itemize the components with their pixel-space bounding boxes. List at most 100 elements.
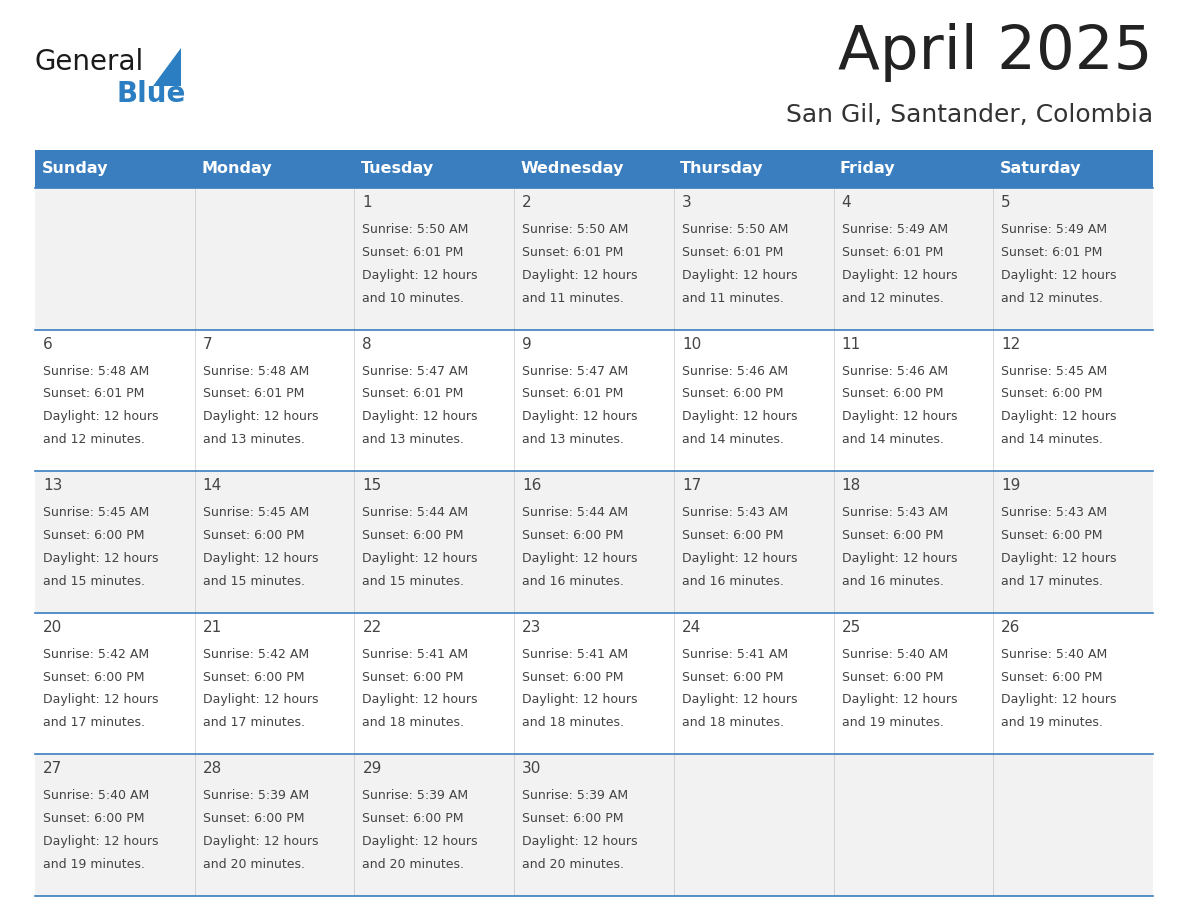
- Text: Daylight: 12 hours: Daylight: 12 hours: [362, 552, 478, 565]
- Text: Sunrise: 5:47 AM: Sunrise: 5:47 AM: [362, 364, 468, 377]
- Text: Sunset: 6:00 PM: Sunset: 6:00 PM: [362, 529, 465, 542]
- Text: Daylight: 12 hours: Daylight: 12 hours: [43, 552, 158, 565]
- Text: 6: 6: [43, 337, 52, 352]
- Text: Sunrise: 5:48 AM: Sunrise: 5:48 AM: [43, 364, 150, 377]
- Text: and 15 minutes.: and 15 minutes.: [203, 575, 304, 588]
- Text: and 14 minutes.: and 14 minutes.: [682, 433, 784, 446]
- Text: 26: 26: [1001, 620, 1020, 635]
- Text: and 13 minutes.: and 13 minutes.: [523, 433, 624, 446]
- Text: Sunrise: 5:39 AM: Sunrise: 5:39 AM: [523, 789, 628, 802]
- Text: Sunset: 6:00 PM: Sunset: 6:00 PM: [523, 812, 624, 825]
- Text: Sunset: 6:00 PM: Sunset: 6:00 PM: [1001, 387, 1102, 400]
- Text: Sunrise: 5:43 AM: Sunrise: 5:43 AM: [682, 506, 788, 520]
- Text: 22: 22: [362, 620, 381, 635]
- Text: Sunset: 6:00 PM: Sunset: 6:00 PM: [523, 529, 624, 542]
- Text: 16: 16: [523, 478, 542, 493]
- Text: Daylight: 12 hours: Daylight: 12 hours: [841, 410, 958, 423]
- Text: Sunset: 6:00 PM: Sunset: 6:00 PM: [203, 529, 304, 542]
- Text: Sunset: 6:00 PM: Sunset: 6:00 PM: [682, 387, 783, 400]
- Text: 13: 13: [43, 478, 62, 493]
- Text: 10: 10: [682, 337, 701, 352]
- Text: Sunrise: 5:44 AM: Sunrise: 5:44 AM: [362, 506, 468, 520]
- Text: Sunset: 6:01 PM: Sunset: 6:01 PM: [841, 246, 943, 259]
- Text: April 2025: April 2025: [839, 23, 1154, 82]
- Text: and 13 minutes.: and 13 minutes.: [362, 433, 465, 446]
- Text: 29: 29: [362, 761, 381, 777]
- Text: and 20 minutes.: and 20 minutes.: [203, 858, 304, 871]
- Text: 9: 9: [523, 337, 532, 352]
- Text: 20: 20: [43, 620, 62, 635]
- Text: Daylight: 12 hours: Daylight: 12 hours: [682, 269, 797, 282]
- Text: Sunset: 6:01 PM: Sunset: 6:01 PM: [682, 246, 783, 259]
- Text: Sunrise: 5:46 AM: Sunrise: 5:46 AM: [841, 364, 948, 377]
- Text: 24: 24: [682, 620, 701, 635]
- Text: Tuesday: Tuesday: [361, 162, 434, 176]
- Text: Sunrise: 5:46 AM: Sunrise: 5:46 AM: [682, 364, 788, 377]
- Text: 3: 3: [682, 195, 691, 210]
- Text: Daylight: 12 hours: Daylight: 12 hours: [362, 835, 478, 848]
- Bar: [34, 613, 1154, 755]
- Text: Daylight: 12 hours: Daylight: 12 hours: [841, 269, 958, 282]
- Text: 12: 12: [1001, 337, 1020, 352]
- Text: 11: 11: [841, 337, 861, 352]
- Text: 28: 28: [203, 761, 222, 777]
- Text: and 17 minutes.: and 17 minutes.: [203, 716, 304, 729]
- Text: Daylight: 12 hours: Daylight: 12 hours: [682, 552, 797, 565]
- Text: Sunset: 6:01 PM: Sunset: 6:01 PM: [523, 387, 624, 400]
- Text: and 16 minutes.: and 16 minutes.: [682, 575, 784, 588]
- Polygon shape: [153, 48, 181, 86]
- Text: 30: 30: [523, 761, 542, 777]
- Text: Sunrise: 5:50 AM: Sunrise: 5:50 AM: [523, 223, 628, 236]
- Text: Blue: Blue: [116, 80, 187, 108]
- Text: Sunrise: 5:39 AM: Sunrise: 5:39 AM: [362, 789, 468, 802]
- Text: and 16 minutes.: and 16 minutes.: [841, 575, 943, 588]
- Text: Sunrise: 5:40 AM: Sunrise: 5:40 AM: [43, 789, 150, 802]
- Text: Sunset: 6:01 PM: Sunset: 6:01 PM: [1001, 246, 1102, 259]
- Text: and 19 minutes.: and 19 minutes.: [1001, 716, 1104, 729]
- Bar: [34, 330, 1154, 471]
- Text: Sunrise: 5:47 AM: Sunrise: 5:47 AM: [523, 364, 628, 377]
- Text: 21: 21: [203, 620, 222, 635]
- Text: Sunset: 6:00 PM: Sunset: 6:00 PM: [43, 671, 145, 684]
- Bar: [34, 150, 1154, 188]
- Text: 14: 14: [203, 478, 222, 493]
- Text: 19: 19: [1001, 478, 1020, 493]
- Text: Sunset: 6:00 PM: Sunset: 6:00 PM: [1001, 529, 1102, 542]
- Text: General: General: [34, 48, 144, 76]
- Text: Sunset: 6:00 PM: Sunset: 6:00 PM: [682, 671, 783, 684]
- Text: and 18 minutes.: and 18 minutes.: [682, 716, 784, 729]
- Text: 25: 25: [841, 620, 861, 635]
- Text: Daylight: 12 hours: Daylight: 12 hours: [841, 552, 958, 565]
- Text: Monday: Monday: [201, 162, 272, 176]
- Text: Daylight: 12 hours: Daylight: 12 hours: [523, 693, 638, 707]
- Text: Daylight: 12 hours: Daylight: 12 hours: [203, 835, 318, 848]
- Text: Daylight: 12 hours: Daylight: 12 hours: [682, 410, 797, 423]
- Text: and 20 minutes.: and 20 minutes.: [362, 858, 465, 871]
- Text: 23: 23: [523, 620, 542, 635]
- Text: Daylight: 12 hours: Daylight: 12 hours: [362, 410, 478, 423]
- Text: Daylight: 12 hours: Daylight: 12 hours: [203, 693, 318, 707]
- Text: and 18 minutes.: and 18 minutes.: [362, 716, 465, 729]
- Text: Daylight: 12 hours: Daylight: 12 hours: [1001, 410, 1117, 423]
- Text: Sunrise: 5:45 AM: Sunrise: 5:45 AM: [203, 506, 309, 520]
- Text: and 16 minutes.: and 16 minutes.: [523, 575, 624, 588]
- Text: Daylight: 12 hours: Daylight: 12 hours: [43, 410, 158, 423]
- Text: and 15 minutes.: and 15 minutes.: [362, 575, 465, 588]
- Text: Friday: Friday: [840, 162, 896, 176]
- Text: and 17 minutes.: and 17 minutes.: [43, 716, 145, 729]
- Text: and 20 minutes.: and 20 minutes.: [523, 858, 624, 871]
- Text: and 10 minutes.: and 10 minutes.: [362, 292, 465, 305]
- Text: 8: 8: [362, 337, 372, 352]
- Text: Daylight: 12 hours: Daylight: 12 hours: [43, 693, 158, 707]
- Text: Sunset: 6:01 PM: Sunset: 6:01 PM: [362, 246, 463, 259]
- Text: Daylight: 12 hours: Daylight: 12 hours: [523, 835, 638, 848]
- Text: Sunset: 6:00 PM: Sunset: 6:00 PM: [362, 671, 465, 684]
- Text: Sunrise: 5:43 AM: Sunrise: 5:43 AM: [841, 506, 948, 520]
- Text: Sunrise: 5:45 AM: Sunrise: 5:45 AM: [43, 506, 150, 520]
- Text: Sunrise: 5:49 AM: Sunrise: 5:49 AM: [841, 223, 948, 236]
- Text: Saturday: Saturday: [999, 162, 1081, 176]
- Text: Sunset: 6:00 PM: Sunset: 6:00 PM: [43, 529, 145, 542]
- Text: and 11 minutes.: and 11 minutes.: [682, 292, 784, 305]
- Bar: [34, 188, 1154, 330]
- Text: Wednesday: Wednesday: [520, 162, 624, 176]
